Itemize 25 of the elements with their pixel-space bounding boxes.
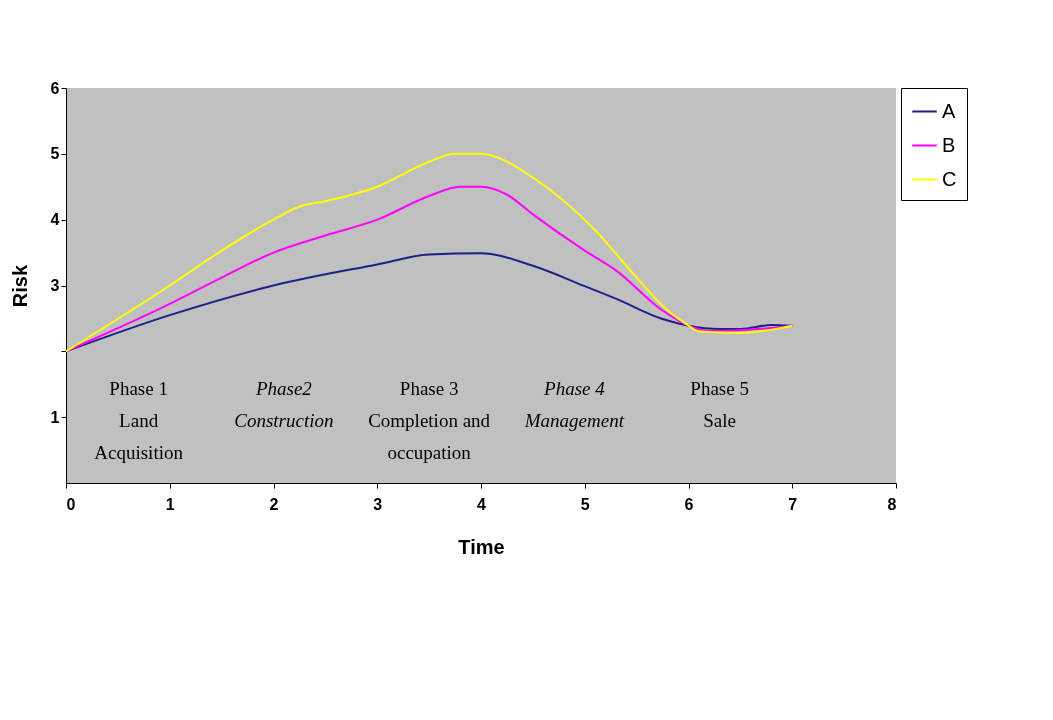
x-tick-label: 6 (684, 495, 694, 513)
annotation: Phase2 Construction (234, 378, 334, 432)
x-tick-label: 0 (66, 495, 76, 513)
y-tick-label: 1 (50, 408, 60, 426)
y-axis-title: Risk (8, 264, 31, 308)
legend-label: B (942, 133, 956, 156)
y-tick-label: 5 (50, 145, 60, 163)
legend-label: C (942, 167, 957, 190)
x-tick-label: 4 (477, 495, 487, 513)
x-tick-label: 2 (269, 495, 279, 513)
y-tick-label: 6 (50, 79, 60, 97)
x-tick-label: 5 (580, 495, 590, 513)
annotation: Phase 5 Sale (690, 378, 749, 432)
x-axis-title: Time (458, 535, 505, 558)
x-tick-label: 3 (373, 495, 383, 513)
annotation: Phase 4 Management (523, 378, 625, 432)
annotation: Phase 3 Completion and occupation (368, 378, 491, 464)
line-series (65, 152, 794, 353)
y-tick-label: 4 (50, 211, 60, 229)
x-tick-label: 7 (788, 495, 798, 513)
x-tick-label: 1 (165, 495, 175, 513)
legend-label: A (942, 99, 956, 122)
annotation: Phase 1 Land Acquisition (94, 378, 184, 464)
y-tick-label: 3 (50, 277, 60, 294)
x-tick-label: 8 (887, 495, 897, 513)
